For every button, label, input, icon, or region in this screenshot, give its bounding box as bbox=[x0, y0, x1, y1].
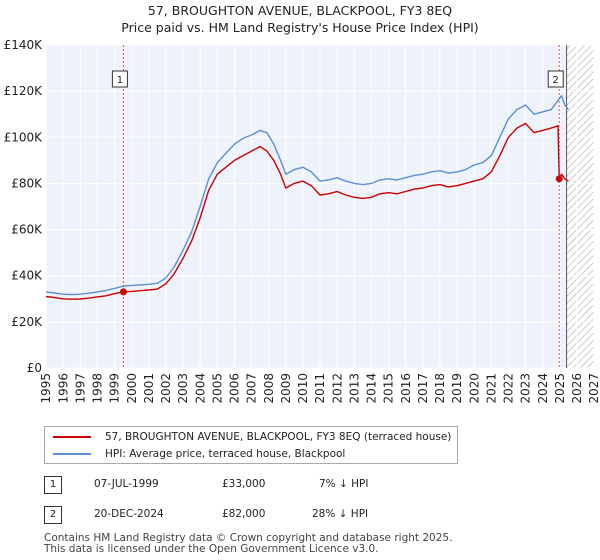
x-tick-label: 2008 bbox=[262, 373, 276, 404]
y-tick-label: £0 bbox=[27, 361, 42, 375]
x-tick-label: 2004 bbox=[193, 373, 207, 404]
transaction-hpi-diff: 28% ↓ HPI bbox=[312, 508, 369, 520]
x-tick-label: 2013 bbox=[347, 373, 361, 404]
y-tick-label: £60K bbox=[11, 223, 43, 237]
legend-swatch-hpi bbox=[53, 453, 91, 455]
transaction-badge: 2 bbox=[44, 506, 62, 524]
x-tick-label: 2020 bbox=[467, 373, 481, 404]
chart-legend: 57, BROUGHTON AVENUE, BLACKPOOL, FY3 8EQ… bbox=[44, 426, 458, 464]
x-tick-label: 1995 bbox=[39, 373, 53, 404]
x-tick-label: 2014 bbox=[365, 373, 379, 404]
x-tick-label: 2023 bbox=[519, 373, 533, 404]
transaction-hpi-diff: 7% ↓ HPI bbox=[319, 478, 369, 490]
sale-marker-label: 2 bbox=[553, 75, 559, 86]
sale-marker-label: 1 bbox=[117, 75, 123, 86]
sale-point bbox=[119, 288, 127, 296]
x-tick-label: 1998 bbox=[91, 373, 105, 404]
y-tick-label: £140K bbox=[4, 38, 44, 52]
transaction-badge: 1 bbox=[44, 476, 62, 494]
x-tick-label: 2022 bbox=[502, 373, 516, 404]
x-tick-label: 1996 bbox=[56, 373, 70, 404]
x-tick-label: 1997 bbox=[73, 373, 87, 404]
transaction-price: £82,000 bbox=[222, 508, 266, 520]
y-tick-label: £80K bbox=[11, 176, 43, 190]
x-tick-label: 2005 bbox=[210, 373, 224, 404]
hpi-series-line bbox=[45, 95, 569, 296]
x-tick-label: 2019 bbox=[450, 373, 464, 404]
legend-label-hpi: HPI: Average price, terraced house, Blac… bbox=[105, 448, 346, 460]
x-tick-label: 2026 bbox=[570, 373, 584, 404]
x-tick-label: 2001 bbox=[142, 373, 156, 404]
x-tick-label: 2017 bbox=[416, 373, 430, 404]
transaction-row: 2 20-DEC-2024 £82,000 28% ↓ HPI bbox=[44, 506, 464, 524]
price-series-line bbox=[45, 122, 569, 300]
chart-subtitle: Price paid vs. HM Land Registry's House … bbox=[121, 20, 479, 35]
y-tick-label: £20K bbox=[11, 315, 43, 329]
transaction-row: 1 07-JUL-1999 £33,000 7% ↓ HPI bbox=[44, 476, 464, 494]
x-tick-label: 2009 bbox=[279, 373, 293, 404]
y-tick-label: £40K bbox=[11, 269, 43, 283]
x-tick-label: 2002 bbox=[159, 373, 173, 404]
transaction-price: £33,000 bbox=[222, 478, 266, 490]
transaction-date: 20-DEC-2024 bbox=[94, 508, 164, 520]
x-tick-label: 2000 bbox=[125, 373, 139, 404]
x-tick-label: 2015 bbox=[382, 373, 396, 404]
forecast-hatch bbox=[566, 45, 594, 368]
x-tick-label: 2011 bbox=[313, 373, 327, 404]
y-tick-label: £120K bbox=[4, 84, 44, 98]
x-tick-label: 2007 bbox=[245, 373, 259, 404]
footer-licence: This data is licensed under the Open Gov… bbox=[44, 543, 379, 555]
y-tick-label: £100K bbox=[4, 130, 44, 144]
footer-copyright: Contains HM Land Registry data © Crown c… bbox=[44, 532, 453, 544]
legend-swatch-price bbox=[53, 436, 91, 438]
transaction-date: 07-JUL-1999 bbox=[94, 478, 159, 490]
legend-label-price: 57, BROUGHTON AVENUE, BLACKPOOL, FY3 8EQ… bbox=[105, 431, 452, 443]
x-tick-label: 2012 bbox=[330, 373, 344, 404]
sale-marker-box bbox=[111, 70, 128, 88]
x-tick-label: 2021 bbox=[484, 373, 498, 404]
legend-item-hpi: HPI: Average price, terraced house, Blac… bbox=[53, 446, 345, 462]
x-tick-label: 2010 bbox=[296, 373, 310, 404]
x-tick-label: 2018 bbox=[433, 373, 447, 404]
x-tick-label: 2016 bbox=[399, 373, 413, 404]
x-tick-label: 1999 bbox=[108, 373, 122, 404]
x-tick-label: 2025 bbox=[553, 373, 567, 404]
sale-marker-box bbox=[547, 70, 564, 88]
x-tick-label: 2027 bbox=[587, 373, 600, 404]
x-tick-label: 2006 bbox=[228, 373, 242, 404]
sale-point bbox=[555, 175, 563, 183]
chart-title: 57, BROUGHTON AVENUE, BLACKPOOL, FY3 8EQ bbox=[147, 3, 453, 18]
x-tick-label: 2024 bbox=[536, 373, 550, 404]
x-tick-label: 2003 bbox=[176, 373, 190, 404]
legend-item-price: 57, BROUGHTON AVENUE, BLACKPOOL, FY3 8EQ… bbox=[53, 429, 451, 445]
